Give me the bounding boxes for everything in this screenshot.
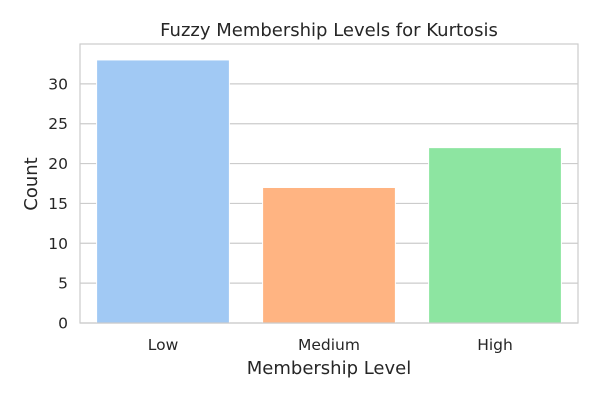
y-tick-label: 15 — [48, 195, 68, 213]
bar-low — [96, 59, 230, 324]
y-tick-label: 5 — [58, 275, 68, 293]
x-tick-label: Medium — [298, 336, 360, 354]
x-tick-labels: Low Medium High — [148, 336, 513, 354]
y-tick-label: 10 — [48, 235, 68, 253]
y-tick-label: 20 — [48, 155, 68, 173]
y-tick-label: 0 — [58, 315, 68, 333]
y-axis-label: Count — [21, 157, 42, 210]
bar-high — [428, 147, 562, 324]
y-tick-label: 25 — [48, 115, 68, 133]
y-tick-labels: 0 5 10 15 20 25 30 — [48, 75, 68, 332]
x-axis-label: Membership Level — [247, 358, 412, 379]
x-tick-label: High — [477, 336, 513, 354]
bars — [96, 59, 562, 324]
chart-title: Fuzzy Membership Levels for Kurtosis — [160, 20, 498, 41]
bar-medium — [262, 186, 396, 324]
y-tick-label: 30 — [48, 75, 68, 93]
x-tick-label: Low — [148, 336, 179, 354]
plot-frame — [79, 43, 579, 324]
